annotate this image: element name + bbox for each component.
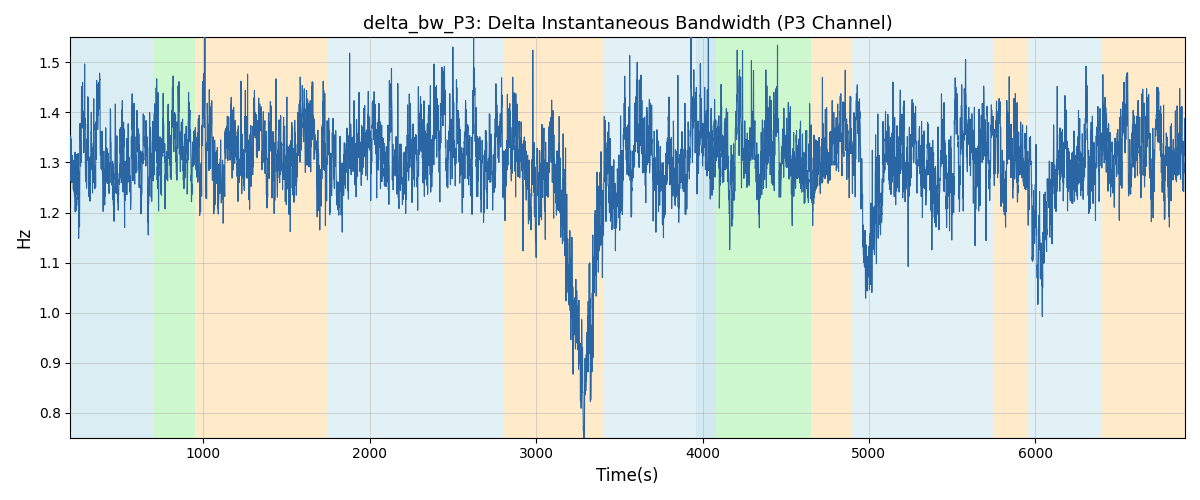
Bar [696, 38, 716, 438]
Bar [71, 38, 154, 438]
Bar [154, 38, 196, 438]
X-axis label: Time(s): Time(s) [596, 467, 659, 485]
Bar [602, 38, 696, 438]
Bar [503, 38, 602, 438]
Bar [716, 38, 811, 438]
Bar [329, 38, 503, 438]
Bar [994, 38, 1027, 438]
Bar [1102, 38, 1186, 438]
Bar [196, 38, 329, 438]
Y-axis label: Hz: Hz [14, 227, 32, 248]
Bar [1027, 38, 1102, 438]
Bar [852, 38, 994, 438]
Bar [811, 38, 852, 438]
Title: delta_bw_P3: Delta Instantaneous Bandwidth (P3 Channel): delta_bw_P3: Delta Instantaneous Bandwid… [362, 15, 893, 34]
